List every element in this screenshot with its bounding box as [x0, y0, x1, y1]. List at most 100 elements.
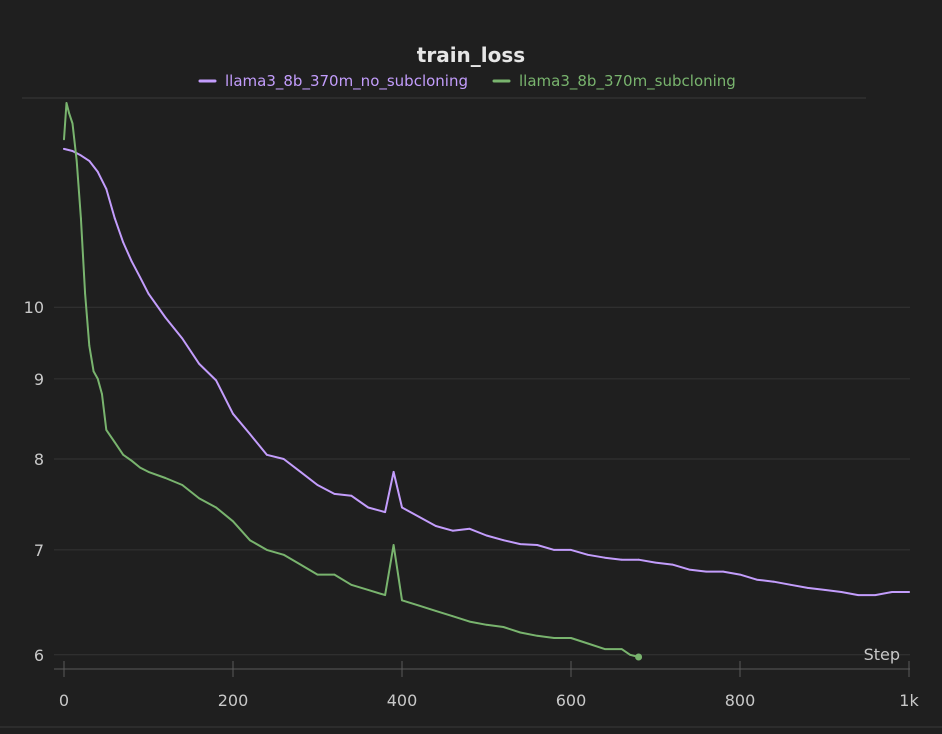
data-point-llama3_8b_370m_subcloning-28 [350, 583, 353, 586]
data-point-llama3_8b_370m_subcloning-40 [536, 634, 539, 637]
data-point-llama3_8b_370m_subcloning-17 [164, 477, 167, 479]
data-point-llama3_8b_370m_subcloning-2 [68, 112, 70, 115]
x-axis: 0 200 400 600 800 1k [54, 661, 919, 710]
data-point-llama3_8b_370m_subcloning-42 [570, 637, 572, 639]
data-point-llama3_8b_370m_no_subcloning-33 [519, 543, 522, 545]
data-point-llama3_8b_370m_no_subcloning-43 [688, 568, 691, 571]
data-point-llama3_8b_370m_no_subcloning-36 [570, 549, 572, 551]
x-tick-label-400: 400 [387, 691, 418, 710]
data-point-llama3_8b_370m_subcloning-39 [519, 631, 522, 634]
x-tick-label-600: 600 [556, 691, 587, 710]
x-tick-label-800: 800 [725, 691, 756, 710]
data-point-llama3_8b_370m_subcloning-38 [502, 626, 505, 628]
data-point-llama3_8b_370m_subcloning-43 [587, 642, 589, 645]
data-point-llama3_8b_370m_no_subcloning-50 [806, 587, 809, 589]
data-point-llama3_8b_370m_subcloning-31 [392, 544, 395, 546]
data-point-llama3_8b_370m_no_subcloning-34 [536, 544, 539, 546]
data-point-llama3_8b_370m_no_subcloning-30 [468, 527, 471, 530]
y-tick-label-9: 9 [34, 370, 44, 389]
data-point-llama3_8b_370m_no_subcloning-25 [392, 471, 395, 473]
x-axis-label: Step [864, 645, 900, 664]
data-point-llama3_8b_370m_subcloning-19 [198, 497, 201, 500]
data-point-llama3_8b_370m_no_subcloning-20 [316, 484, 319, 486]
data-point-llama3_8b_370m_no_subcloning-8 [130, 260, 133, 263]
data-point-llama3_8b_370m_no_subcloning-18 [282, 458, 285, 460]
data-point-llama3_8b_370m_no_subcloning-6 [113, 217, 116, 220]
y-axis: 6 7 8 9 10 [24, 298, 44, 665]
series-line-llama3_8b_370m_no_subcloning [63, 147, 910, 597]
data-point-llama3_8b_370m_subcloning-37 [485, 623, 488, 626]
data-point-llama3_8b_370m_subcloning-18 [181, 484, 184, 486]
y-tick-label-10: 10 [24, 298, 44, 317]
data-point-llama3_8b_370m_subcloning-10 [101, 393, 103, 396]
data-point-llama3_8b_370m_subcloning-29 [367, 589, 370, 591]
data-point-llama3_8b_370m_subcloning-4 [75, 160, 78, 162]
data-point-llama3_8b_370m_subcloning-24 [282, 553, 285, 556]
data-point-llama3_8b_370m_subcloning-11 [105, 429, 108, 431]
data-point-llama3_8b_370m_no_subcloning-1 [71, 150, 74, 152]
data-point-llama3_8b_370m_no_subcloning-28 [434, 525, 437, 527]
data-point-llama3_8b_370m_no_subcloning-55 [891, 591, 893, 593]
y-tick-label-7: 7 [34, 541, 44, 560]
y-tick-label-6: 6 [34, 646, 44, 665]
data-point-llama3_8b_370m_no_subcloning-47 [756, 578, 758, 581]
data-point-llama3_8b_370m_no_subcloning-27 [418, 515, 420, 518]
data-point-llama3_8b_370m_no_subcloning-51 [823, 589, 826, 591]
data-point-llama3_8b_370m_no_subcloning-38 [603, 556, 606, 559]
data-point-llama3_8b_370m_subcloning-26 [316, 573, 319, 576]
data-point-llama3_8b_370m_subcloning-13 [122, 453, 125, 456]
data-point-llama3_8b_370m_subcloning-23 [265, 549, 268, 551]
data-point-llama3_8b_370m_subcloning-21 [232, 520, 234, 523]
data-point-llama3_8b_370m_no_subcloning-17 [265, 453, 268, 456]
data-point-llama3_8b_370m_no_subcloning-48 [772, 580, 775, 583]
legend-label-llama3_8b_370m_no_subcloning: llama3_8b_370m_no_subcloning [225, 72, 468, 91]
y-gridlines [54, 306, 910, 656]
data-point-llama3_8b_370m_no_subcloning-10 [147, 292, 150, 295]
data-point-llama3_8b_370m_no_subcloning-54 [874, 594, 877, 596]
data-point-llama3_8b_370m_subcloning-9 [96, 378, 99, 380]
data-point-llama3_8b_370m_no_subcloning-45 [722, 570, 724, 573]
data-point-llama3_8b_370m_subcloning-16 [147, 471, 150, 473]
data-point-llama3_8b_370m_no_subcloning-40 [637, 558, 640, 561]
data-point-llama3_8b_370m_no_subcloning-19 [299, 471, 302, 473]
data-point-llama3_8b_370m_subcloning-3 [71, 122, 74, 125]
data-point-llama3_8b_370m_subcloning-36 [468, 620, 471, 623]
data-point-llama3_8b_370m_no_subcloning-4 [96, 171, 99, 173]
data-point-llama3_8b_370m_subcloning-34 [434, 610, 437, 612]
data-point-llama3_8b_370m_subcloning-8 [92, 370, 95, 373]
series-end-marker-llama3_8b_370m_subcloning [635, 653, 643, 661]
data-point-llama3_8b_370m_no_subcloning-14 [215, 379, 218, 382]
data-point-llama3_8b_370m_no_subcloning-3 [88, 160, 91, 162]
legend-label-llama3_8b_370m_subcloning: llama3_8b_370m_subcloning [519, 72, 736, 91]
data-point-llama3_8b_370m_subcloning-35 [451, 615, 454, 618]
data-point-llama3_8b_370m_no_subcloning-52 [840, 591, 843, 593]
data-point-llama3_8b_370m_subcloning-15 [139, 466, 142, 469]
data-point-llama3_8b_370m_no_subcloning-32 [502, 539, 505, 542]
data-point-llama3_8b_370m_no_subcloning-41 [654, 561, 657, 564]
data-point-llama3_8b_370m_no_subcloning-22 [350, 494, 353, 497]
x-tick-label-200: 200 [218, 691, 249, 710]
data-point-llama3_8b_370m_subcloning-32 [401, 599, 403, 602]
data-point-llama3_8b_370m_no_subcloning-13 [198, 363, 201, 365]
data-point-llama3_8b_370m_no_subcloning-2 [80, 154, 82, 157]
data-point-llama3_8b_370m_no_subcloning-15 [232, 412, 234, 415]
data-point-llama3_8b_370m_no_subcloning-49 [789, 583, 792, 586]
data-point-llama3_8b_370m_no_subcloning-0 [63, 148, 65, 150]
data-point-llama3_8b_370m_subcloning-30 [384, 594, 386, 596]
data-point-llama3_8b_370m_no_subcloning-42 [671, 563, 674, 566]
data-point-llama3_8b_370m_no_subcloning-53 [857, 594, 860, 596]
data-point-llama3_8b_370m_no_subcloning-23 [367, 506, 370, 509]
data-point-llama3_8b_370m_subcloning-5 [80, 217, 82, 220]
data-point-llama3_8b_370m_subcloning-20 [215, 506, 218, 509]
data-point-llama3_8b_370m_subcloning-0 [63, 138, 65, 141]
data-point-llama3_8b_370m_no_subcloning-31 [485, 534, 488, 537]
data-point-llama3_8b_370m_subcloning-14 [130, 459, 133, 462]
data-point-llama3_8b_370m_no_subcloning-12 [181, 337, 184, 340]
data-point-llama3_8b_370m_no_subcloning-29 [451, 529, 454, 532]
data-point-llama3_8b_370m_no_subcloning-7 [122, 241, 125, 244]
data-point-llama3_8b_370m_subcloning-7 [88, 344, 91, 347]
data-point-llama3_8b_370m_subcloning-33 [418, 604, 420, 607]
data-point-llama3_8b_370m_no_subcloning-24 [384, 511, 386, 513]
data-point-llama3_8b_370m_no_subcloning-5 [105, 188, 108, 190]
